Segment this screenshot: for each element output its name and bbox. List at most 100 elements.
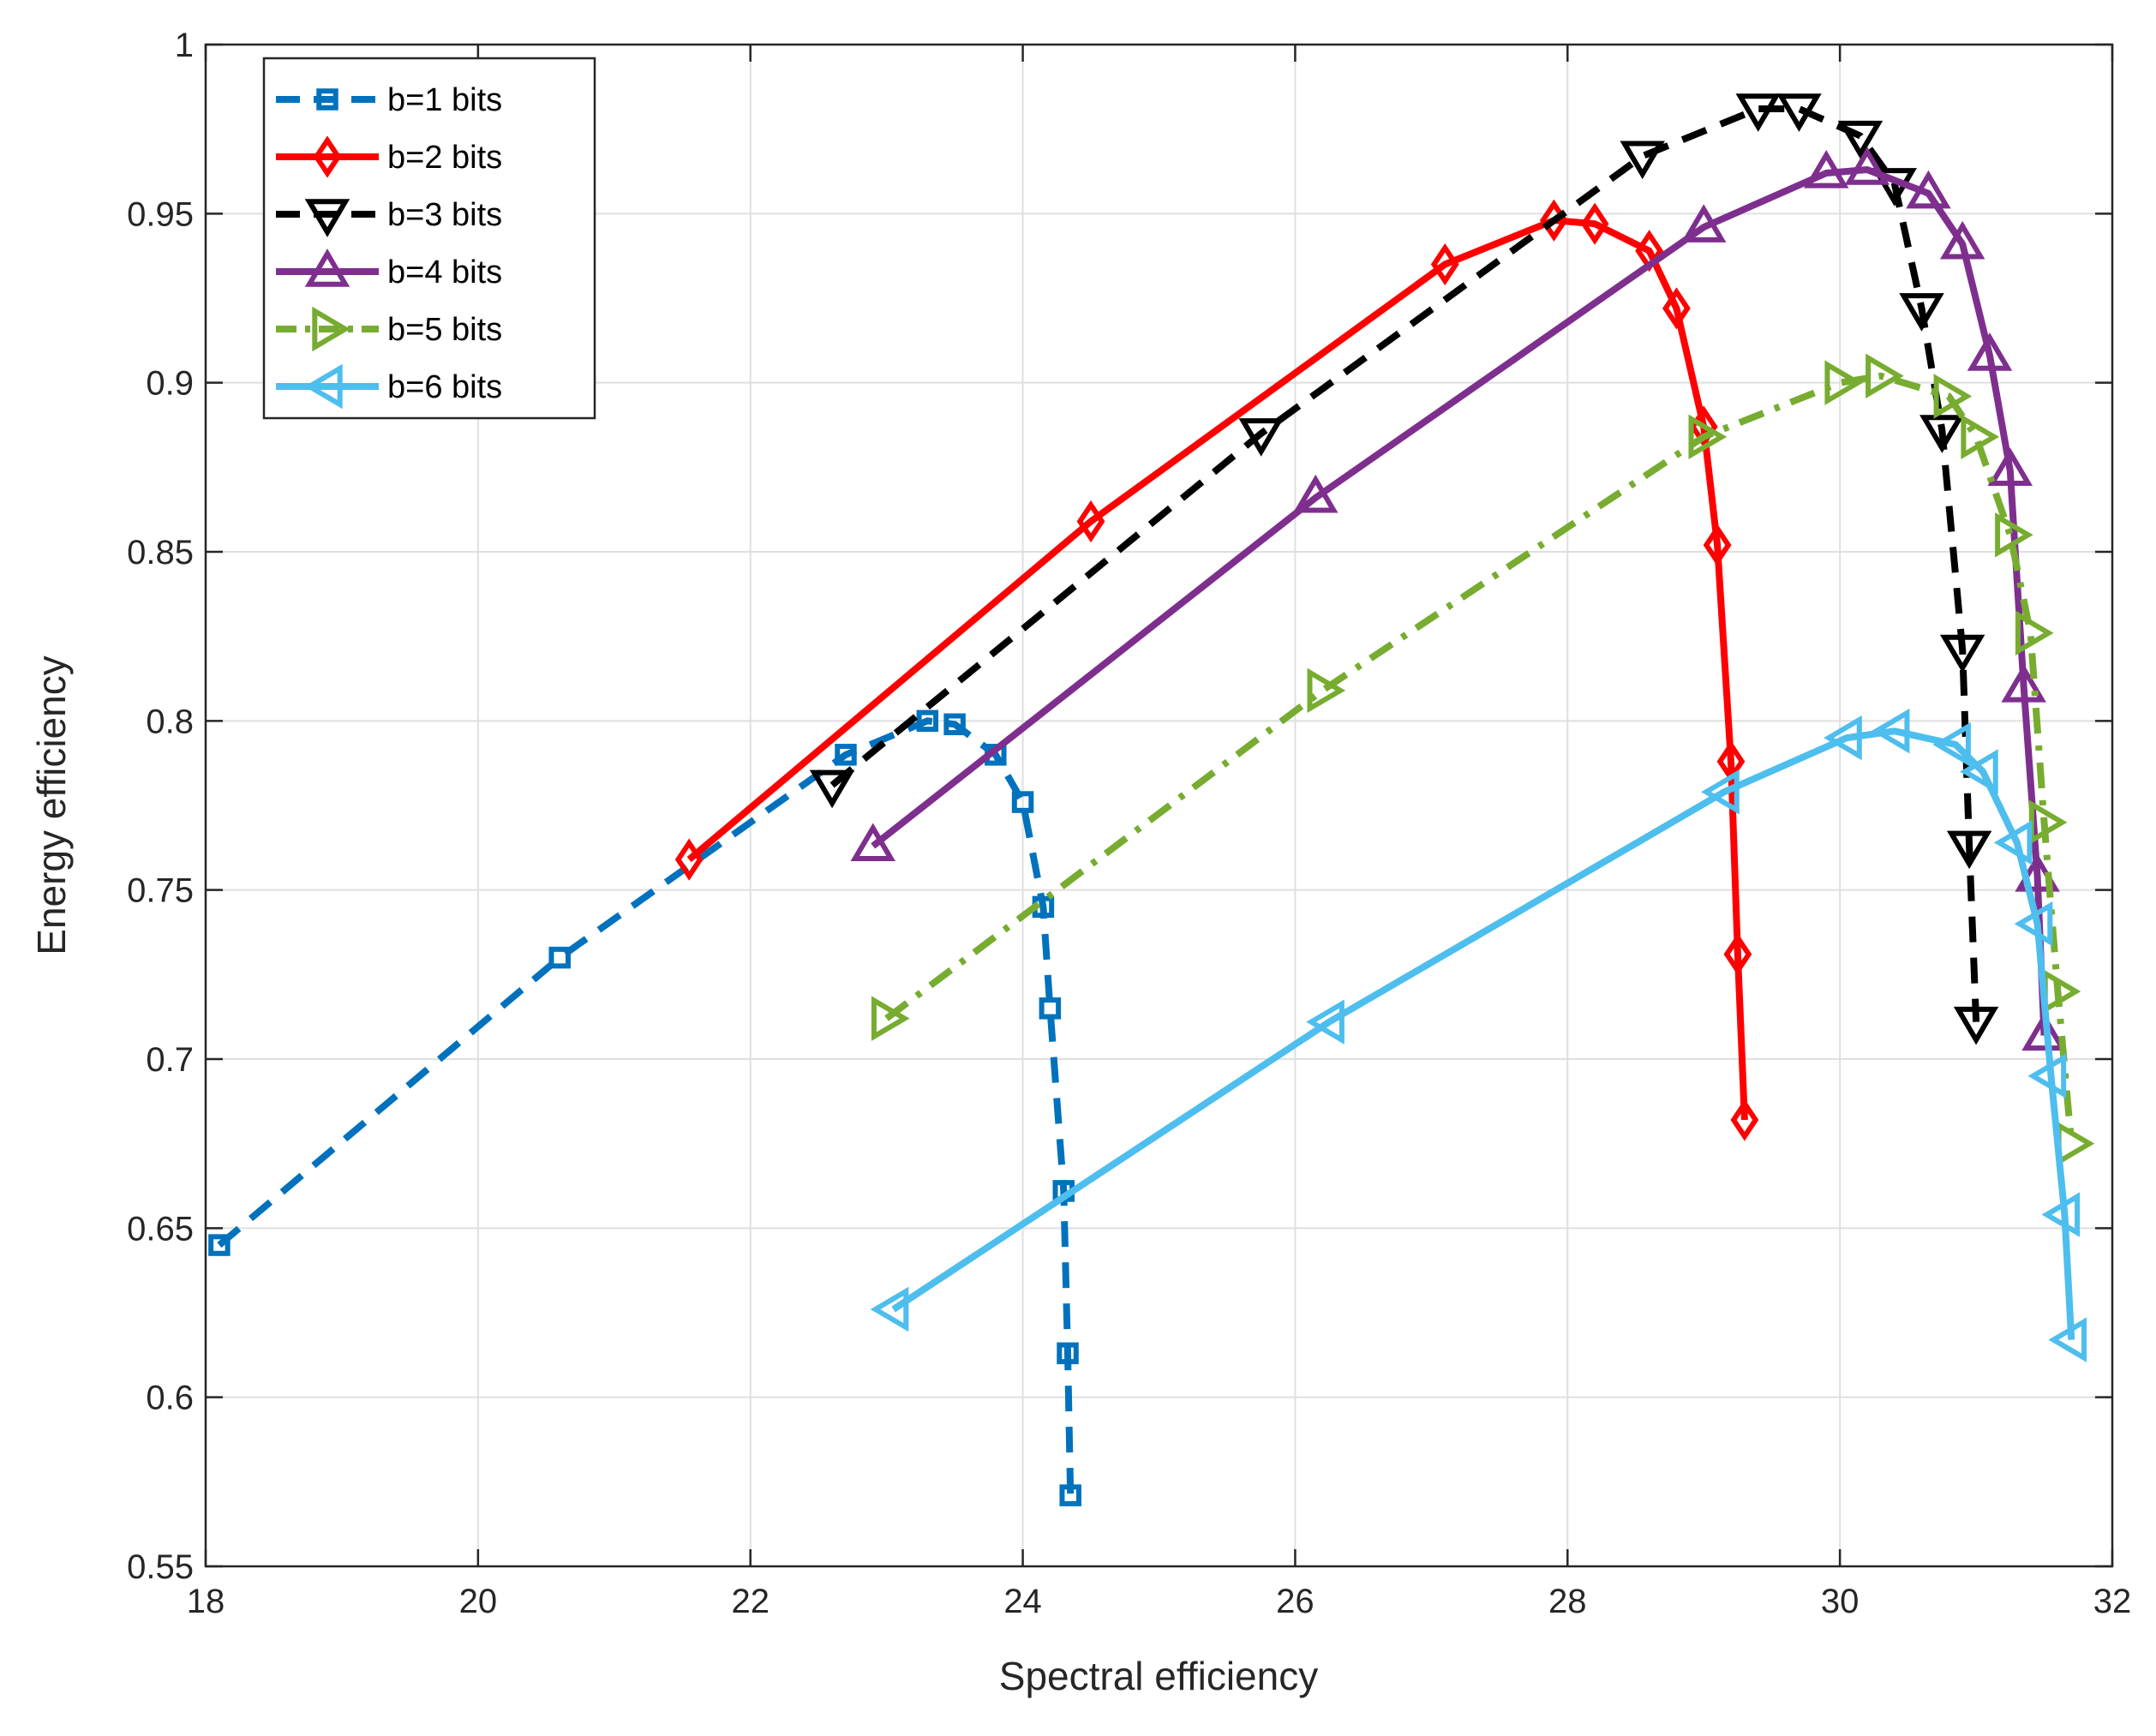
series-3-point [1776, 93, 1822, 132]
series-6-point [2027, 1053, 2067, 1098]
series-6-point [1932, 721, 1971, 768]
series-6-point [1960, 749, 1998, 794]
series-3-point [1837, 120, 1884, 159]
series-4-point [850, 823, 895, 862]
x-tick-label: 26 [1276, 1583, 1315, 1620]
series-4-point [1293, 474, 1339, 513]
legend-entry-2: b=2 bits [276, 135, 502, 178]
legend-box [262, 57, 596, 420]
plot-frame [204, 43, 2114, 1568]
series-3-point [1735, 93, 1782, 132]
x-tick-labels: 18 20 22 24 26 28 30 32 [187, 1583, 2132, 1620]
series-6-point [1871, 708, 1910, 754]
y-tick-label: 0.65 [127, 1210, 194, 1248]
series-4-point [1987, 447, 2033, 486]
series-3-point [1919, 415, 1965, 453]
legend-marker-6 [304, 363, 343, 410]
y-tick-label: 0.85 [127, 534, 194, 572]
series-1-point [1059, 1484, 1081, 1506]
legend-entry-4: b=4 bits [276, 248, 502, 290]
series-6-point [2041, 1192, 2081, 1237]
series-2-point [1703, 524, 1732, 566]
series-4-point [1939, 220, 1985, 260]
series-2-point [1723, 933, 1752, 976]
series-1-point [1039, 997, 1062, 1020]
series-5-point [1866, 353, 1904, 399]
legend-marker-2 [313, 135, 342, 178]
series-3-point [1953, 1006, 1999, 1045]
series-1-point [943, 713, 966, 736]
series-5 [871, 353, 2095, 1166]
series-4 [850, 147, 2067, 1051]
series-2-point [1730, 1098, 1759, 1141]
x-tick-label: 18 [187, 1583, 225, 1620]
legend-label-5: b=5 bits [387, 312, 502, 348]
series-3-point [1946, 830, 1992, 870]
legend-label-1: b=1 bits [387, 82, 502, 118]
legend-entry-3: b=3 bits [276, 197, 502, 237]
y-tick-label: 0.7 [146, 1041, 194, 1079]
legend-marker-5 [312, 306, 350, 352]
series-1-point [208, 1234, 231, 1256]
x-axis-title: Spectral efficiency [999, 1654, 1318, 1698]
series-4-point [1680, 204, 1727, 242]
legend-label-6: b=6 bits [387, 369, 502, 405]
series-6-point [2048, 1317, 2087, 1362]
series-6-point [1701, 769, 1740, 815]
series-6-point [1993, 820, 2033, 865]
series-1-point [1057, 1342, 1079, 1365]
series-6-point [1306, 999, 1345, 1045]
y-tick-label: 0.75 [127, 872, 194, 910]
x-tick-label: 32 [2093, 1583, 2132, 1620]
series-5-point [1995, 512, 2033, 558]
series-line-3 [829, 105, 1980, 1022]
series-1-point [1011, 791, 1034, 813]
series-4-point [1967, 332, 2013, 371]
axis-ticks [204, 43, 2114, 1568]
y-tick-labels: 0.55 0.6 0.65 0.7 0.75 0.8 0.85 0.9 0.95 1 [127, 27, 194, 1586]
x-tick-label: 22 [731, 1583, 770, 1620]
series-6-point [1824, 715, 1862, 761]
y-axis-title: Energy efficiency [29, 655, 74, 955]
x-tick-label: 24 [1003, 1583, 1042, 1620]
legend-entry-6: b=6 bits [276, 363, 502, 410]
series-3 [809, 93, 1999, 1045]
plot-series [208, 93, 2095, 1506]
series-5-point [1824, 360, 1864, 405]
legend-entry-1: b=1 bits [276, 82, 502, 118]
legend-label-2: b=2 bits [387, 140, 502, 176]
series-3-point [1620, 141, 1665, 180]
series-1-point [835, 744, 857, 766]
y-tick-label: 0.95 [127, 195, 194, 233]
y-tick-label: 0.55 [127, 1548, 194, 1586]
series-4-point [1906, 170, 1951, 209]
series-4-point [2021, 1012, 2067, 1051]
series-4-point [2001, 663, 2046, 703]
series-3-point [809, 769, 855, 809]
series-3-point [1899, 293, 1944, 332]
series-5-point [871, 996, 910, 1041]
series-2-point [1662, 287, 1691, 330]
series-3-point [1939, 634, 1985, 673]
legend: b=1 bits b=2 bits b=3 bits b=4 bits b=5 bits… [262, 57, 596, 420]
series-6-point [2014, 901, 2053, 947]
series-4-point [1804, 150, 1849, 189]
series-1-point [548, 946, 571, 969]
series-2-point [674, 838, 704, 881]
series-6 [870, 708, 2087, 1362]
legend-marker-3 [304, 199, 350, 237]
y-tick-label: 1 [175, 27, 194, 64]
legend-entry-5: b=5 bits [276, 306, 502, 352]
y-tick-label: 0.6 [146, 1380, 194, 1417]
y-tick-label: 0.9 [146, 365, 194, 403]
series-5-point [1961, 414, 1999, 460]
legend-marker-1 [316, 88, 338, 111]
series-5-point [1688, 414, 1728, 460]
x-tick-label: 20 [459, 1583, 498, 1620]
series-2-point [1076, 500, 1105, 543]
series-5-point [1933, 374, 1973, 419]
x-tick-label: 30 [1821, 1583, 1860, 1620]
legend-marker-4 [304, 248, 350, 287]
series-5-point [1307, 667, 1346, 714]
